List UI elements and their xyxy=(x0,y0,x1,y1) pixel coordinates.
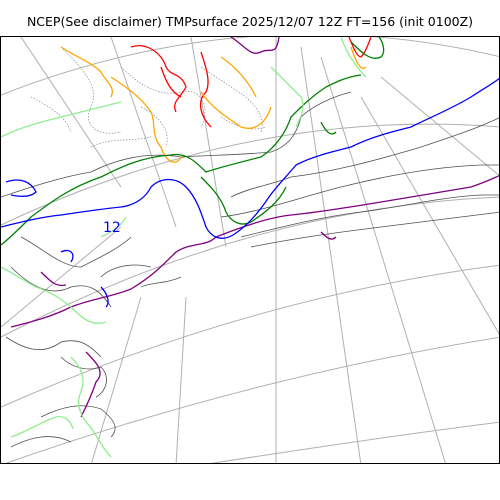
longitude-line xyxy=(380,76,499,176)
contour-label: 12 xyxy=(103,220,121,236)
isotherm-lightgreen xyxy=(340,37,367,78)
coastline xyxy=(100,264,152,278)
isotherm-purple xyxy=(80,351,101,418)
coastline xyxy=(5,336,102,358)
longitude-line xyxy=(91,296,142,463)
isotherm-red xyxy=(130,45,187,113)
coastline xyxy=(240,194,499,238)
latitude-line xyxy=(5,336,499,463)
chart-title: NCEP(See disclaimer) TMPsurface 2025/12/… xyxy=(26,14,474,29)
isotherm-blue xyxy=(60,249,74,263)
isotherm-blue xyxy=(5,179,37,197)
isotherm-lightgreen xyxy=(70,356,112,458)
isotherm-orange xyxy=(350,46,367,69)
isotherm-green xyxy=(350,37,385,59)
dotted-contour xyxy=(200,66,263,133)
latitude-line xyxy=(1,37,499,96)
isotherm-purple xyxy=(230,37,280,54)
longitude-line xyxy=(1,226,122,328)
isotherm-orange xyxy=(200,91,272,129)
isotherm-purple xyxy=(40,271,67,287)
coastline xyxy=(140,276,182,288)
latitude-line xyxy=(1,123,499,226)
longitude-line xyxy=(20,37,122,188)
isotherm-orange xyxy=(60,46,113,98)
isotherm-lightgreen xyxy=(1,266,107,324)
isotherm-lightgreen xyxy=(270,66,304,128)
isotherm-purple xyxy=(10,175,499,328)
dotted-contour xyxy=(90,136,152,148)
dotted-contour xyxy=(60,46,122,134)
map-panel: 12 xyxy=(0,36,500,464)
longitude-line xyxy=(300,46,362,463)
dotted-contours xyxy=(30,46,267,148)
isotherm-red xyxy=(199,51,212,128)
isotherm-orange xyxy=(220,56,257,98)
latitude-line xyxy=(1,264,499,408)
longitude-line xyxy=(110,37,177,228)
coastline xyxy=(60,356,107,398)
isotherms xyxy=(1,37,499,458)
coastline xyxy=(20,236,132,268)
isotherm-lightgreen xyxy=(10,416,74,438)
isotherm-orange xyxy=(110,76,182,163)
latitude-line xyxy=(210,421,499,463)
isotherm-red xyxy=(160,66,182,98)
isotherm-blue xyxy=(1,77,499,239)
isotherm-purple xyxy=(320,231,337,240)
isotherm-green xyxy=(320,121,337,135)
map-canvas: 12 xyxy=(1,37,499,463)
coastlines xyxy=(1,91,499,448)
coastline xyxy=(220,164,499,218)
coastline xyxy=(230,117,499,198)
isotherm-green xyxy=(200,176,287,225)
latitude-line xyxy=(1,196,499,338)
coastline xyxy=(250,211,499,248)
isotherm-lightgreen xyxy=(100,216,127,238)
longitude-line xyxy=(320,56,446,463)
isotherm-green xyxy=(1,74,362,246)
longitude-line xyxy=(175,296,187,463)
coastline xyxy=(10,266,112,308)
isotherm-lightgreen xyxy=(1,101,122,138)
longitude-line xyxy=(190,37,227,248)
coastline xyxy=(40,405,116,438)
isotherm-red xyxy=(348,37,372,58)
graticule xyxy=(1,37,499,463)
coastline xyxy=(10,436,72,448)
isotherm-blue xyxy=(100,286,109,308)
dotted-contour xyxy=(30,96,72,133)
dotted-contour xyxy=(120,66,206,128)
longitude-line xyxy=(360,96,499,335)
